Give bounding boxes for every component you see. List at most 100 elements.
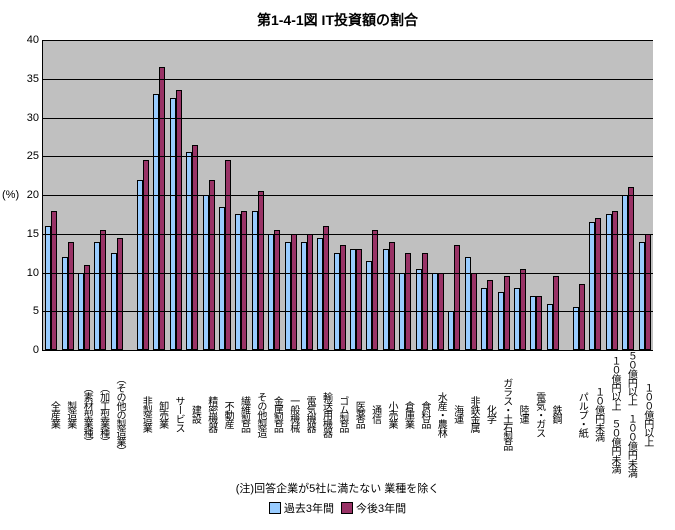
bar-future	[422, 253, 428, 350]
x-tick-label: 金属製品	[265, 352, 281, 474]
x-tick-label: 全産業	[42, 352, 58, 474]
x-tick-label: 輸送用機器	[314, 352, 330, 474]
x-tick-label: 非製造業	[134, 352, 150, 474]
x-tick-gap	[124, 352, 134, 474]
x-tick-label: 海運	[445, 352, 461, 474]
y-tick-label: 40	[9, 34, 39, 46]
gridline	[43, 79, 653, 80]
legend-item-b: 今後3年間	[341, 500, 406, 516]
x-tick-label: 不動産	[216, 352, 232, 474]
gridline	[43, 311, 653, 312]
bar-future	[225, 160, 231, 350]
bar-future	[356, 249, 362, 350]
x-tick-label: １０億円未満	[586, 352, 602, 474]
bar-future	[372, 230, 378, 350]
x-tick-label: 鉄鋼	[544, 352, 560, 474]
legend-label-a: 過去3年間	[284, 500, 334, 516]
bar-future	[143, 160, 149, 350]
bar-future	[84, 265, 90, 350]
gridline	[43, 273, 653, 274]
bar-future	[68, 242, 74, 351]
gridline	[43, 234, 653, 235]
bar-future	[340, 245, 346, 350]
y-tick-label: 30	[9, 112, 39, 124]
legend-swatch-a	[269, 502, 281, 514]
legend-label-b: 今後3年間	[356, 500, 406, 516]
bar-future	[258, 191, 264, 350]
x-tick-label: 非鉄金属	[462, 352, 478, 474]
x-tick-label: 陸運	[511, 352, 527, 474]
bar-future	[595, 218, 601, 350]
x-tick-gap	[560, 352, 570, 474]
plot-area	[42, 40, 653, 351]
x-tick-label: 水産・農林	[429, 352, 445, 474]
gridline	[43, 156, 653, 157]
bar-future	[579, 284, 585, 350]
bar-future	[504, 276, 510, 350]
x-tick-label: 通信	[363, 352, 379, 474]
bar-future	[536, 296, 542, 350]
x-tick-label: 卸売業	[150, 352, 166, 474]
x-tick-label: 電気機器	[298, 352, 314, 474]
bar-future	[51, 211, 57, 351]
gridline	[43, 118, 653, 119]
x-tick-label: 電気・ガス	[527, 352, 543, 474]
y-tick-label: 20	[9, 189, 39, 201]
x-tick-label: 建設	[183, 352, 199, 474]
chart-container: 第1-4-1図 IT投資額の割合 (%) 全産業製造業（素材型業種）（加工型業種…	[0, 0, 675, 530]
bar-future	[520, 269, 526, 350]
x-axis-labels: 全産業製造業（素材型業種）（加工型業種）（その他の製造業） 非製造業卸売業サービス…	[42, 352, 652, 474]
y-tick-label: 15	[9, 228, 39, 240]
x-tick-label: （加工型業種）	[91, 352, 107, 474]
x-tick-label: 医薬品	[347, 352, 363, 474]
bar-future	[100, 230, 106, 350]
bar-future	[192, 145, 198, 350]
x-tick-label: 製造業	[58, 352, 74, 474]
chart-title: 第1-4-1図 IT投資額の割合	[0, 10, 675, 30]
bar-future	[323, 226, 329, 350]
bar-future	[241, 211, 247, 351]
bar-future	[612, 211, 618, 351]
x-tick-label: （その他の製造業）	[108, 352, 124, 474]
y-tick-label: 10	[9, 267, 39, 279]
x-tick-label: 繊維製品	[232, 352, 248, 474]
bar-future	[553, 276, 559, 350]
x-tick-label: １０億円以上 ５０億円未満	[603, 352, 619, 474]
gridline	[43, 195, 653, 196]
gridline	[43, 40, 653, 41]
legend: 過去3年間 今後3年間	[0, 500, 675, 517]
chart-note: (注)回答企業が5社に満たない 業種を除く	[0, 480, 675, 496]
x-tick-label: ゴム製品	[330, 352, 346, 474]
x-tick-label: その他製造	[249, 352, 265, 474]
bar-future	[487, 280, 493, 350]
x-tick-label: 一般機械	[281, 352, 297, 474]
x-tick-label: サービス	[167, 352, 183, 474]
x-tick-label: 化学	[478, 352, 494, 474]
bar-future	[645, 234, 651, 350]
bar-future	[405, 253, 411, 350]
x-tick-label: 倉庫業	[396, 352, 412, 474]
legend-item-a: 過去3年間	[269, 500, 334, 516]
x-tick-label: １００億円以上	[635, 352, 651, 474]
y-tick-label: 25	[9, 150, 39, 162]
bar-future	[291, 234, 297, 350]
bar-future	[389, 242, 395, 351]
bar-future	[628, 187, 634, 350]
x-tick-label: 精密機器	[199, 352, 215, 474]
x-tick-label: ガラス・土石製品	[494, 352, 510, 474]
y-tick-label: 35	[9, 73, 39, 85]
y-tick-label: 5	[9, 305, 39, 317]
y-tick-label: 0	[9, 344, 39, 356]
bar-future	[307, 234, 313, 350]
bar-future	[454, 245, 460, 350]
bar-future	[159, 67, 165, 350]
x-tick-label: 食料品	[412, 352, 428, 474]
x-tick-label: 小売業	[380, 352, 396, 474]
x-tick-label: ５０億円以上 １００億円未満	[619, 352, 635, 474]
bar-future	[117, 238, 123, 350]
x-tick-label: パルプ・紙	[570, 352, 586, 474]
bar-future	[274, 230, 280, 350]
bar-future	[209, 180, 215, 351]
legend-swatch-b	[341, 502, 353, 514]
x-tick-label: （素材型業種）	[75, 352, 91, 474]
